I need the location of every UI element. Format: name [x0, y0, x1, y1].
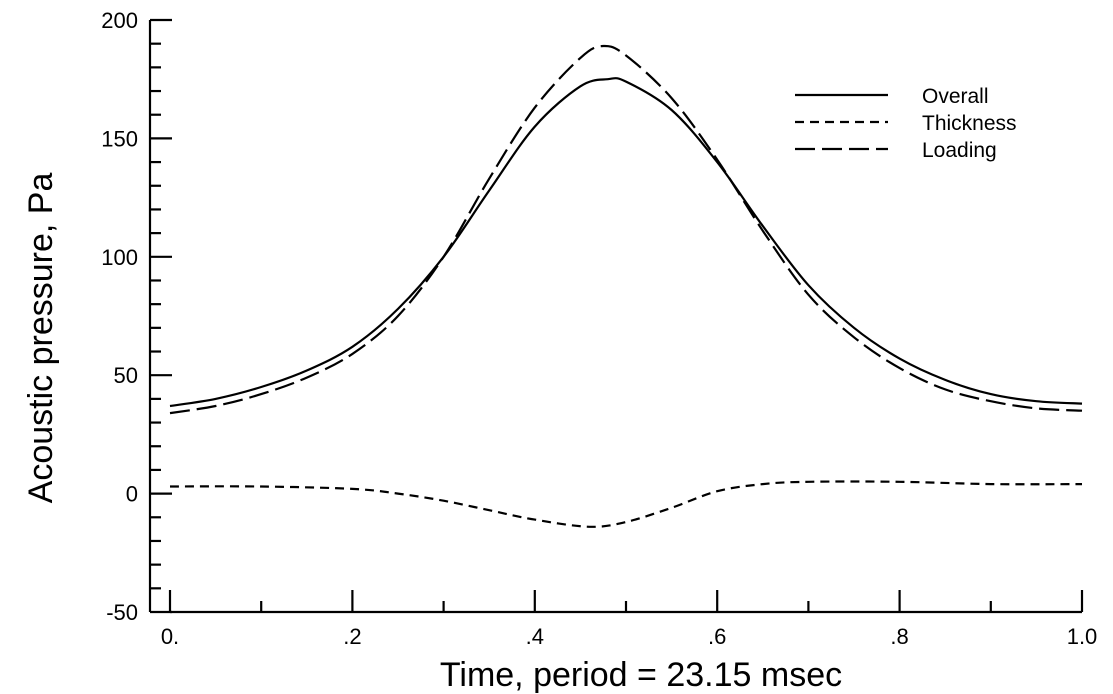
- x-tick-label: .2: [343, 624, 361, 649]
- x-tick-label: .4: [526, 624, 544, 649]
- x-tick-label: .6: [708, 624, 726, 649]
- x-tick-label: 0.: [161, 624, 179, 649]
- legend-label-overall: Overall: [922, 85, 989, 108]
- series-line-loading: [169, 44, 1083, 415]
- y-tick-label: 50: [114, 363, 138, 388]
- series-line-thickness: [169, 480, 1083, 528]
- x-tick-label: .8: [890, 624, 908, 649]
- series-layer: [169, 44, 1083, 528]
- x-axis-title: Time, period = 23.15 msec: [440, 656, 842, 694]
- legend-label-loading: Loading: [922, 139, 997, 162]
- legend: Overall Thickness Loading: [795, 85, 1017, 162]
- x-axis-ticks: 0. .2 .4 .6 .8 1.0: [161, 590, 1097, 649]
- x-tick-label: 1.0: [1067, 624, 1098, 649]
- y-tick-label: 150: [101, 126, 138, 151]
- y-tick-label: 100: [101, 245, 138, 270]
- y-tick-label: 200: [101, 8, 138, 33]
- y-axis-title: Acoustic pressure, Pa: [22, 173, 60, 504]
- y-axis-ticks: -50 0 50 100 150 200: [101, 8, 172, 625]
- plot-area: -50 0 50 100 150 200 0. .2 .4 .6 .8 1.0: [101, 8, 1097, 649]
- legend-label-thickness: Thickness: [922, 112, 1017, 135]
- y-tick-label: -50: [106, 600, 138, 625]
- series-line-overall: [169, 77, 1083, 408]
- y-tick-label: 0: [126, 482, 138, 507]
